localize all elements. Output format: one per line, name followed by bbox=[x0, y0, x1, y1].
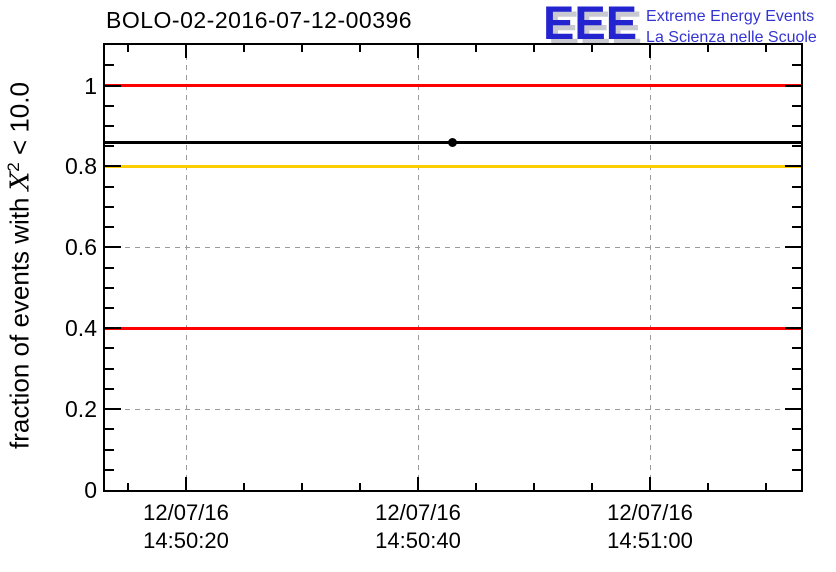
x-axis-tick bbox=[765, 483, 767, 490]
y-axis-tick bbox=[105, 124, 114, 127]
gridline-horizontal bbox=[105, 409, 801, 411]
x-tick-time: 14:50:40 bbox=[375, 528, 461, 553]
x-tick-label: 12/07/16 14:51:00 bbox=[580, 499, 720, 555]
x-tick-time: 14:50:20 bbox=[143, 528, 229, 553]
x-axis-tick bbox=[127, 483, 129, 490]
y-tick-label: 1 bbox=[84, 72, 97, 99]
x-tick-time: 14:51:00 bbox=[607, 528, 693, 553]
y-axis-tick bbox=[105, 246, 121, 249]
y-axis-tick-mirror bbox=[785, 408, 801, 411]
x-axis-tick bbox=[359, 483, 361, 490]
x-tick-date: 12/07/16 bbox=[143, 500, 229, 525]
y-axis-tick bbox=[105, 387, 114, 390]
eee-logo-text: Extreme Energy Events La Scienza nelle S… bbox=[646, 6, 817, 48]
x-axis-tick bbox=[301, 483, 303, 490]
y-tick-label: 0.8 bbox=[65, 153, 97, 180]
y-axis-tick-mirror bbox=[792, 185, 801, 188]
y-axis-tick bbox=[105, 408, 121, 411]
y-axis-tick bbox=[105, 205, 114, 208]
y-tick-label: 0.6 bbox=[65, 234, 97, 261]
y-axis-tick bbox=[105, 327, 121, 330]
y-axis-tick bbox=[105, 64, 114, 67]
x-tick-date: 12/07/16 bbox=[607, 500, 693, 525]
y-axis-tick-mirror bbox=[792, 387, 801, 390]
y-axis-tick bbox=[105, 448, 114, 451]
x-axis-tick-mirror bbox=[591, 45, 593, 52]
y-tick-label: 0 bbox=[84, 477, 97, 503]
x-axis-tick-mirror bbox=[649, 45, 651, 58]
y-axis-tick bbox=[105, 165, 121, 168]
y-axis-tick-mirror bbox=[792, 266, 801, 269]
x-tick-label: 12/07/16 14:50:20 bbox=[116, 499, 256, 555]
x-axis-tick-mirror bbox=[301, 45, 303, 52]
x-axis-tick bbox=[185, 477, 187, 490]
y-axis-tick bbox=[105, 266, 114, 269]
y-axis-tick-mirror bbox=[792, 104, 801, 107]
y-axis-tick bbox=[105, 286, 114, 289]
y-axis-tick bbox=[105, 84, 121, 87]
y-axis-tick-mirror bbox=[792, 367, 801, 370]
x-axis-tick-mirror bbox=[243, 45, 245, 52]
x-axis-tick bbox=[475, 483, 477, 490]
x-axis-tick bbox=[707, 483, 709, 490]
y-axis-tick-mirror bbox=[792, 286, 801, 289]
reference-threshold-line bbox=[105, 164, 801, 168]
y-axis-tick bbox=[105, 468, 114, 471]
x-axis-tick bbox=[591, 483, 593, 490]
y-axis-tick-mirror bbox=[792, 448, 801, 451]
y-axis-tick-mirror bbox=[792, 226, 801, 228]
y-tick-label: 0.4 bbox=[65, 315, 97, 342]
eee-logo-acronym: EEE bbox=[543, 0, 638, 49]
y-axis-tick bbox=[105, 307, 114, 309]
y-axis-tick-mirror bbox=[792, 124, 801, 127]
data-point-marker bbox=[448, 137, 458, 147]
y-axis-tick-mirror bbox=[785, 327, 801, 330]
y-axis-tick-mirror bbox=[792, 428, 801, 431]
gridline-vertical bbox=[418, 45, 419, 490]
y-axis-tick-mirror bbox=[785, 246, 801, 249]
x-axis-tick-mirror bbox=[707, 45, 709, 52]
eee-logo-line2: La Scienza nelle Scuole bbox=[646, 29, 817, 46]
x-axis-tick-mirror bbox=[765, 45, 767, 52]
y-axis-tick-mirror bbox=[785, 84, 801, 87]
y-axis-tick bbox=[105, 226, 114, 228]
plot-title: BOLO-02-2016-07-12-00396 bbox=[106, 7, 413, 33]
y-axis-tick-mirror bbox=[792, 64, 801, 67]
plot-frame bbox=[103, 43, 803, 492]
gridline-vertical bbox=[186, 45, 187, 490]
y-axis-tick-mirror bbox=[792, 145, 801, 148]
y-axis-tick-mirror bbox=[792, 347, 801, 350]
x-axis-tick-mirror bbox=[185, 45, 187, 58]
eee-logo-line1: Extreme Energy Events bbox=[646, 8, 815, 25]
y-axis-tick bbox=[105, 347, 114, 350]
y-axis-tick-mirror bbox=[792, 205, 801, 208]
y-axis-tick bbox=[105, 145, 114, 148]
y-axis-tick-mirror bbox=[792, 307, 801, 309]
x-tick-date: 12/07/16 bbox=[375, 500, 461, 525]
x-axis-tick-mirror bbox=[127, 45, 129, 52]
x-axis-tick-mirror bbox=[359, 45, 361, 52]
y-tick-label: 0.2 bbox=[65, 396, 97, 423]
x-axis-tick-mirror bbox=[533, 45, 535, 52]
y-axis-tick bbox=[105, 428, 114, 431]
x-axis-tick-mirror bbox=[475, 45, 477, 52]
y-axis-title: fraction of events with X2 < 10.0 bbox=[4, 40, 36, 491]
y-axis-tick bbox=[105, 104, 114, 107]
x-axis-tick bbox=[533, 483, 535, 490]
gridline-vertical bbox=[650, 45, 651, 490]
reference-min-line bbox=[105, 326, 801, 330]
gridline-horizontal bbox=[105, 247, 801, 249]
x-axis-tick bbox=[417, 477, 419, 490]
x-tick-label: 12/07/16 14:50:40 bbox=[348, 499, 488, 555]
eee-logo: EEE Extreme Energy Events La Scienza nel… bbox=[543, 0, 817, 48]
x-axis-tick-mirror bbox=[417, 45, 419, 58]
x-axis-tick bbox=[649, 477, 651, 490]
y-axis-tick-mirror bbox=[792, 468, 801, 471]
x-axis-tick bbox=[243, 483, 245, 490]
reference-max-line bbox=[105, 84, 801, 87]
y-axis-tick-mirror bbox=[785, 165, 801, 168]
y-axis-tick bbox=[105, 185, 114, 188]
y-axis-tick bbox=[105, 367, 114, 370]
